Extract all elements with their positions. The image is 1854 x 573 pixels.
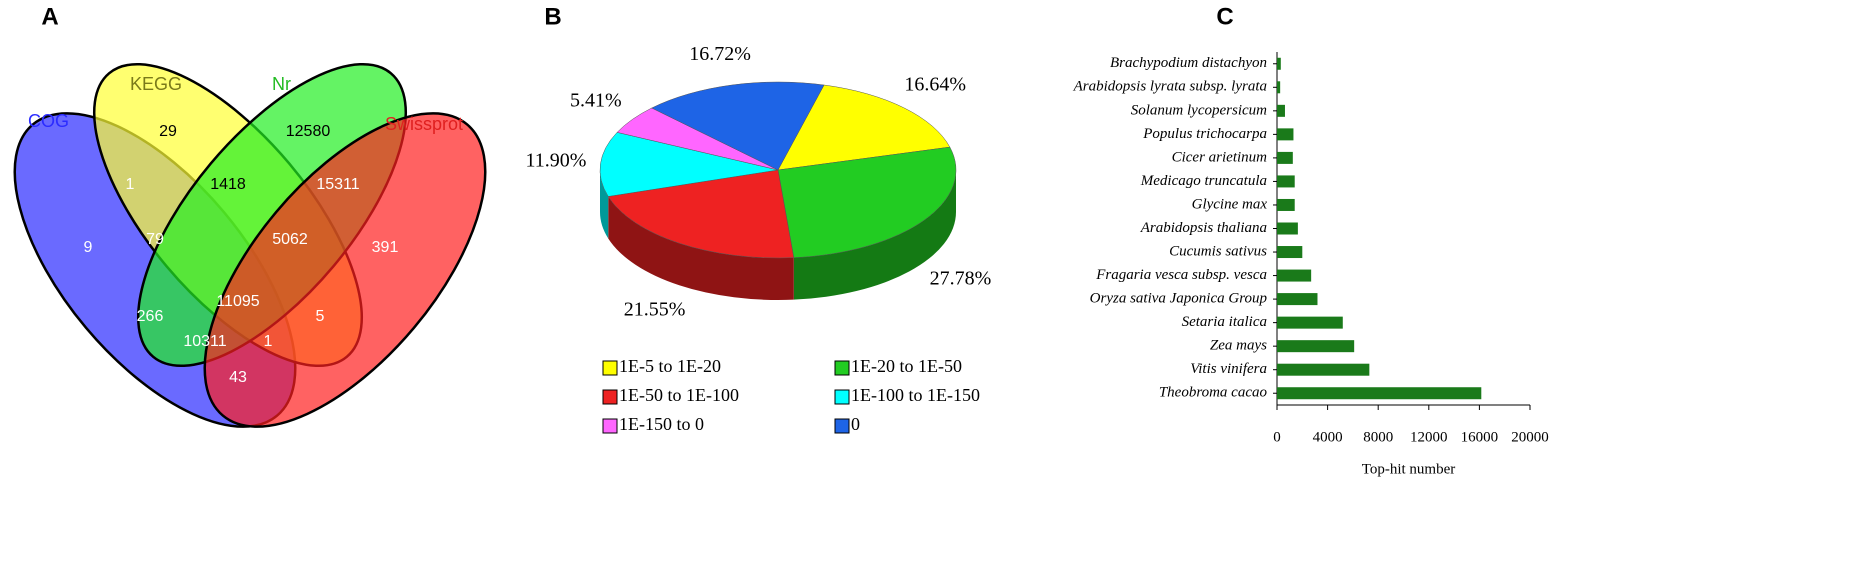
y-tick-label: Arabidopsis lyrata subsp. lyrata [1073,79,1267,95]
bar [1277,57,1281,70]
bar [1277,246,1303,259]
legend-swatch [602,360,618,376]
y-tick-label: Populus trichocarpa [1142,126,1267,142]
y-tick-label: Vitis vinifera [1190,361,1267,377]
y-tick-label: Fragaria vesca subsp. vesca [1095,267,1267,283]
x-tick-label: 4000 [1313,429,1343,445]
bar [1277,222,1298,235]
legend-label: 1E-50 to 1E-100 [619,385,739,405]
x-tick-label: 16000 [1461,429,1499,445]
region-count: 11095 [216,293,259,310]
region-count: 9 [84,239,93,256]
y-tick-label: Brachypodium distachyon [1110,55,1267,71]
region-count: 43 [229,369,247,386]
x-tick-label: 0 [1273,429,1281,445]
y-tick-label: Oryza sativa Japonica Group [1090,291,1268,307]
legend-swatch [834,389,850,405]
y-tick-label: Cicer arietinum [1172,149,1268,165]
bar [1277,316,1343,329]
bar [1277,198,1295,211]
y-tick-label: Medicago truncatula [1140,173,1267,189]
data-label: 16.64% [904,74,966,96]
pie-slice [599,132,779,197]
region-count: 1418 [210,176,246,193]
region-count: 29 [159,123,177,140]
bar [1277,269,1312,282]
region-count: 1 [264,333,273,350]
region-count: 266 [137,308,164,325]
legend-label: 1E-20 to 1E-50 [851,356,962,376]
y-tick-label: Glycine max [1192,196,1268,212]
x-tick-label: 20000 [1511,429,1549,445]
region-count: 79 [146,231,164,248]
data-label: 11.90% [526,149,587,171]
set-label: KEGG [130,74,182,94]
bar [1277,175,1295,188]
y-tick-label: Arabidopsis thaliana [1140,220,1267,236]
pie-slice-side [600,170,609,239]
bar [1277,151,1293,164]
data-label: 27.78% [930,268,992,290]
x-axis-label: Top-hit number [1362,461,1456,477]
y-tick-label: Setaria italica [1182,314,1267,330]
legend-swatch [834,360,850,376]
panel-label: C [1216,3,1233,30]
legend-label: 0 [851,414,860,434]
bar [1277,128,1294,141]
legend-swatch [602,418,618,434]
data-label: 5.41% [570,89,622,111]
y-tick-label: Cucumis sativus [1169,243,1267,259]
bar [1277,387,1482,400]
legend-label: 1E-150 to 0 [619,414,704,434]
bar [1277,340,1355,353]
legend-label: 1E-100 to 1E-150 [851,385,980,405]
y-tick-label: Theobroma cacao [1159,385,1268,401]
pie-slice-side [608,196,794,301]
panel-label: B [544,3,561,30]
set-label: Swissprot [385,114,463,134]
pie-slice-side [793,170,956,300]
data-label: 16.72% [689,43,751,65]
data-label: 21.55% [624,298,686,320]
pie-slice [607,169,795,259]
venn-set [203,112,487,428]
legend-swatch [602,389,618,405]
legend-swatch [834,418,850,434]
pie-slice [777,146,957,258]
bar [1277,293,1318,306]
y-tick-label: Zea mays [1210,338,1267,354]
pie-slice [777,84,951,171]
panel-label: A [41,3,58,30]
region-count: 1 [126,176,135,193]
region-count: 391 [372,239,399,256]
x-tick-label: 12000 [1410,429,1448,445]
legend-label: 1E-5 to 1E-20 [619,356,721,376]
region-count: 10311 [183,333,226,350]
set-label: COG [28,111,69,131]
region-count: 12580 [286,123,331,140]
bar [1277,363,1370,376]
pie-slice [651,81,825,171]
region-count: 15311 [316,176,359,193]
region-count: 5062 [272,231,308,248]
x-tick-label: 8000 [1363,429,1393,445]
set-label: Nr [272,74,291,94]
region-count: 5 [316,308,325,325]
y-tick-label: Solanum lycopersicum [1131,102,1267,118]
bar [1277,104,1285,117]
bar [1277,81,1281,94]
